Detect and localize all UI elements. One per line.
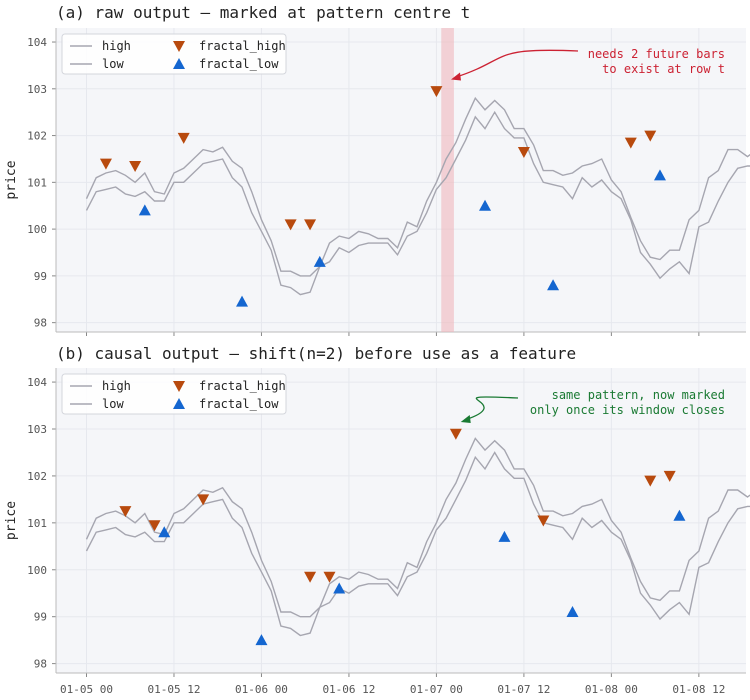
fractal_low-marker bbox=[479, 199, 492, 211]
y-tick-label: 100 bbox=[27, 223, 47, 236]
y-tick-label: 101 bbox=[27, 176, 47, 189]
y-tick-label: 98 bbox=[34, 317, 47, 330]
fractal_high-marker bbox=[119, 506, 132, 518]
fractal_high-marker bbox=[323, 571, 336, 583]
annotation-text: only once its window closes bbox=[530, 403, 725, 417]
fractal_high-marker bbox=[304, 219, 317, 231]
fractal_high-marker bbox=[644, 130, 657, 142]
fractal_low-marker bbox=[255, 634, 268, 646]
y-tick-label: 103 bbox=[27, 423, 47, 436]
series-line-high bbox=[85, 437, 750, 618]
x-tick-label: 01-05 12 bbox=[147, 683, 200, 696]
fractal_high-marker bbox=[99, 158, 112, 170]
y-tick-label: 100 bbox=[27, 564, 47, 577]
y-tick-label: 99 bbox=[34, 270, 47, 283]
annotation-arrow bbox=[464, 396, 519, 421]
fractal_high-marker bbox=[284, 219, 297, 231]
legend-label-fractal_high: fractal_high bbox=[199, 379, 286, 393]
chart-panel-a: (a) raw output — marked at pattern centr… bbox=[4, 3, 750, 336]
fractal_high-marker bbox=[624, 137, 637, 149]
y-tick-label: 103 bbox=[27, 83, 47, 96]
annotation-arrow bbox=[454, 49, 579, 79]
fractal_high-marker bbox=[177, 132, 190, 144]
legend-label-high: high bbox=[102, 39, 131, 53]
y-tick-label: 104 bbox=[27, 376, 47, 389]
y-axis-label: price bbox=[4, 501, 19, 540]
legend-label-high: high bbox=[102, 379, 131, 393]
annotation-arrowhead bbox=[451, 72, 461, 81]
x-tick-label: 01-07 12 bbox=[497, 683, 550, 696]
fractal_low-marker bbox=[138, 204, 151, 216]
annotation-text: same pattern, now marked bbox=[552, 388, 725, 402]
x-tick-label: 01-06 12 bbox=[322, 683, 375, 696]
x-tick-label: 01-08 12 bbox=[672, 683, 725, 696]
legend-swatch-fractal_low bbox=[173, 58, 185, 69]
fractal_high-marker bbox=[148, 520, 161, 532]
x-tick-label: 01-06 00 bbox=[235, 683, 288, 696]
x-tick-label: 01-05 00 bbox=[60, 683, 113, 696]
fractal_low-marker bbox=[333, 582, 346, 594]
chart-title: (a) raw output — marked at pattern centr… bbox=[56, 3, 470, 22]
fractal_low-marker bbox=[158, 526, 171, 538]
legend-swatch-fractal_low bbox=[173, 398, 185, 409]
legend-label-fractal_high: fractal_high bbox=[199, 39, 286, 53]
y-tick-label: 101 bbox=[27, 517, 47, 530]
y-tick-label: 104 bbox=[27, 36, 47, 49]
fractal_low-marker bbox=[653, 169, 666, 181]
fractal_low-marker bbox=[313, 255, 326, 267]
x-tick-label: 01-08 00 bbox=[585, 683, 638, 696]
highlight-band bbox=[441, 28, 454, 332]
annotation-arrowhead bbox=[460, 414, 471, 423]
fractal_high-marker bbox=[129, 160, 142, 172]
y-axis-label: price bbox=[4, 160, 19, 199]
fractal_low-marker bbox=[566, 606, 579, 617]
fractal_high-marker bbox=[304, 571, 317, 583]
legend-label-low: low bbox=[102, 57, 124, 71]
series-line-low bbox=[85, 110, 750, 296]
legend-box bbox=[61, 373, 287, 415]
fractal_high-marker bbox=[644, 475, 657, 487]
fractal_high-marker bbox=[197, 494, 210, 506]
series-line-low bbox=[85, 451, 750, 637]
chart-title: (b) causal output — shift(n=2) before us… bbox=[56, 344, 576, 363]
annotation-text: needs 2 future bars bbox=[588, 47, 725, 61]
fractal_low-marker bbox=[547, 279, 560, 291]
fractal_high-marker bbox=[517, 146, 530, 158]
fractal_low-marker bbox=[236, 295, 249, 307]
fractal_low-marker bbox=[498, 530, 511, 542]
fractal_high-marker bbox=[537, 515, 550, 527]
legend-box bbox=[61, 33, 287, 75]
fractal_high-marker bbox=[449, 428, 462, 440]
fractal_high-marker bbox=[663, 470, 676, 482]
y-tick-label: 102 bbox=[27, 470, 47, 483]
legend-label-fractal_low: fractal_low bbox=[199, 57, 279, 71]
chart-panel-b: (b) causal output — shift(n=2) before us… bbox=[4, 344, 750, 696]
annotation-text: to exist at row t bbox=[602, 62, 725, 76]
legend-label-fractal_low: fractal_low bbox=[199, 397, 279, 411]
fractal_high-marker bbox=[430, 86, 443, 98]
y-tick-label: 102 bbox=[27, 130, 47, 143]
legend-swatch-fractal_high bbox=[173, 41, 185, 52]
series-line-high bbox=[85, 96, 750, 277]
y-tick-label: 98 bbox=[34, 658, 47, 671]
fractal_low-marker bbox=[673, 509, 686, 521]
y-tick-label: 99 bbox=[34, 611, 47, 624]
x-tick-label: 01-07 00 bbox=[410, 683, 463, 696]
legend-label-low: low bbox=[102, 397, 124, 411]
legend-swatch-fractal_high bbox=[173, 381, 185, 392]
